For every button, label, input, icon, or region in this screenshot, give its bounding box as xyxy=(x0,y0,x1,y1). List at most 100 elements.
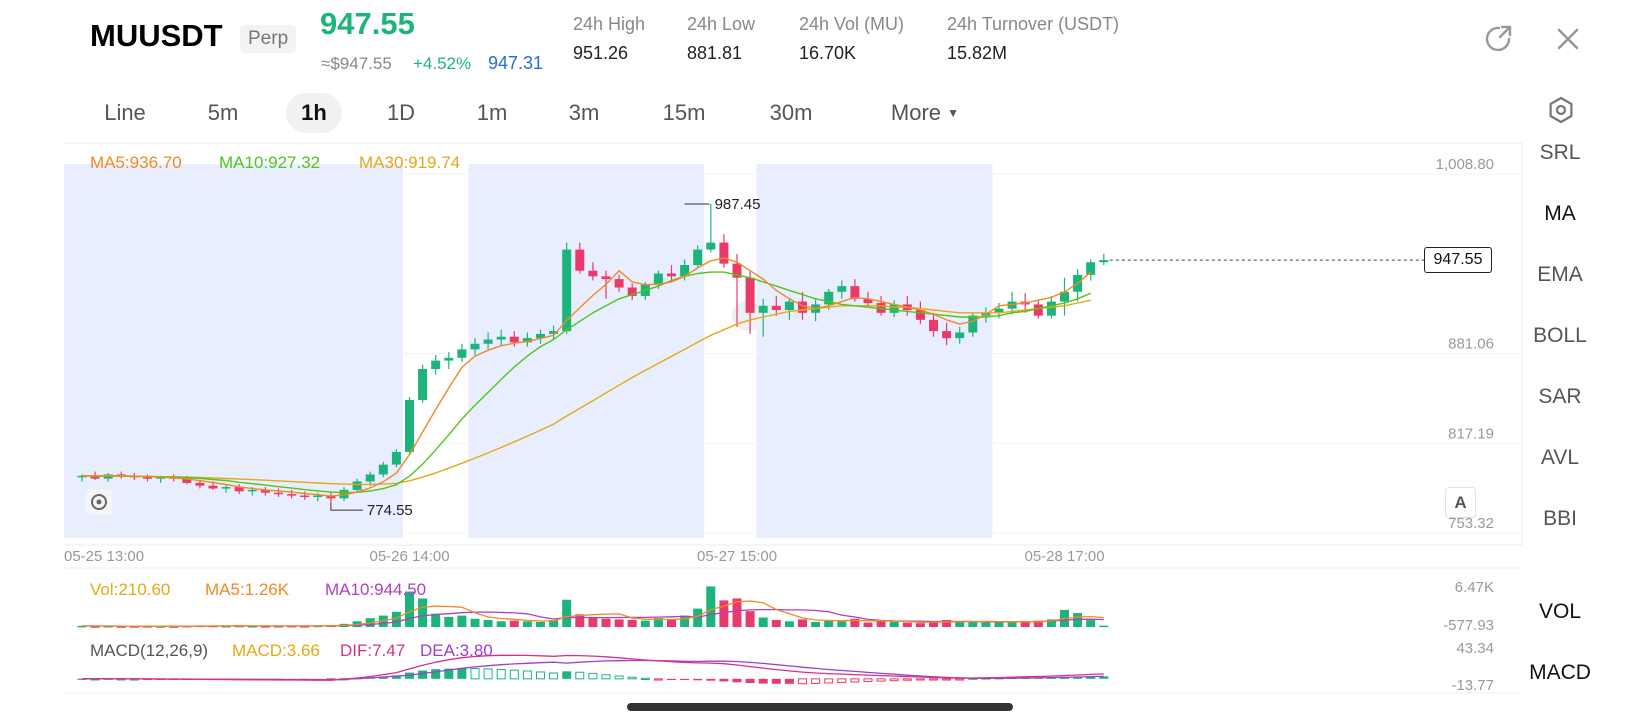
volume-bar xyxy=(143,626,152,628)
legend-vol-ma10: MA10:944.50 xyxy=(325,580,427,599)
candle-body xyxy=(798,301,807,313)
y-tick-label: 1,008.80 xyxy=(1436,156,1494,173)
candle-body xyxy=(208,485,218,489)
candle-body xyxy=(837,286,847,292)
legend-macd: MACD:3.66 xyxy=(232,641,320,660)
volume-bar xyxy=(444,616,454,627)
macd-bar xyxy=(614,675,624,680)
macd-bar xyxy=(811,678,821,684)
candle-body xyxy=(680,265,690,277)
volume-bar xyxy=(77,625,87,628)
tab-3m[interactable]: 3m xyxy=(568,100,600,125)
indicator-boll[interactable]: BOLL xyxy=(1533,324,1587,347)
macd-bar xyxy=(955,678,965,681)
last-price: 947.55 xyxy=(320,6,415,41)
candle-body xyxy=(509,336,519,343)
candle-body xyxy=(522,338,532,343)
volume-bar xyxy=(601,618,611,627)
tab-1m[interactable]: 1m xyxy=(476,100,508,125)
legend-macd-title: MACD(12,26,9) xyxy=(90,641,209,660)
indicator-avl[interactable]: AVL xyxy=(1540,446,1580,469)
candle-body xyxy=(850,286,860,299)
tab-15m[interactable]: 15m xyxy=(662,100,706,125)
macd-bar xyxy=(915,678,925,681)
volume-bar xyxy=(509,620,519,627)
macd-bar xyxy=(981,678,991,680)
candle-body xyxy=(824,291,834,305)
session-band xyxy=(756,164,993,538)
volume-bar xyxy=(968,621,978,627)
volume-bar xyxy=(391,611,401,627)
auto-scale-button[interactable]: A xyxy=(1445,487,1476,518)
legend-vol: Vol:210.60 xyxy=(90,580,171,599)
indicator-macd[interactable]: MACD xyxy=(1529,661,1591,684)
legend-dea: DEA:3.80 xyxy=(420,641,493,660)
candle-body xyxy=(221,487,231,489)
indicator-srl[interactable]: SRL xyxy=(1539,141,1581,164)
annotation-high-label: 987.45 xyxy=(715,196,761,213)
volume-bar xyxy=(1086,620,1096,627)
legend-vol-ma5: MA5:1.26K xyxy=(205,580,290,599)
indicator-bbi[interactable]: BBI xyxy=(1543,507,1577,530)
macd-bar xyxy=(1099,676,1109,679)
candle-body xyxy=(994,308,1004,313)
volume-bar xyxy=(732,598,742,627)
indicator-vol[interactable]: VOL xyxy=(1538,600,1582,623)
macd-bar xyxy=(640,677,650,681)
candle-body xyxy=(90,475,100,479)
tab-line[interactable]: Line xyxy=(104,100,146,125)
settings-hexagon-icon[interactable] xyxy=(1546,95,1576,125)
candle-body xyxy=(575,249,585,271)
volume-bar xyxy=(680,615,690,627)
candle-body xyxy=(365,474,375,482)
reset-view-icon[interactable] xyxy=(86,489,112,515)
candle-body xyxy=(536,333,545,339)
candle-body xyxy=(156,477,166,479)
volume-bar xyxy=(103,626,113,628)
share-arrow-icon[interactable] xyxy=(1482,22,1516,56)
tab-30m[interactable]: 30m xyxy=(769,100,813,125)
candle-body xyxy=(601,276,611,280)
close-icon[interactable] xyxy=(1551,22,1585,56)
volume-bar xyxy=(260,626,270,628)
volume-bar xyxy=(798,619,807,627)
indicator-ema[interactable]: EMA xyxy=(1537,263,1583,286)
candle-body xyxy=(771,305,781,311)
stat-low-label: 24h Low xyxy=(687,14,756,34)
indicator-sar[interactable]: SAR xyxy=(1538,385,1582,408)
macd-bar xyxy=(693,678,703,681)
macd-bar xyxy=(732,678,742,683)
tab-1d[interactable]: 1D xyxy=(386,100,416,125)
volume-bar xyxy=(90,626,100,628)
candle-body xyxy=(653,273,663,285)
volume-bar xyxy=(536,621,545,627)
macd-bar xyxy=(470,667,480,680)
macd-y-tick-label: -13.77 xyxy=(1451,677,1494,694)
more-dropdown[interactable]: More ▼ xyxy=(870,93,980,133)
candle-body xyxy=(732,263,742,278)
indicator-ma[interactable]: MA xyxy=(1544,202,1576,225)
symbol-name[interactable]: MUUSDT xyxy=(90,18,223,53)
tab-5m[interactable]: 5m xyxy=(207,100,239,125)
candle-body xyxy=(234,487,244,492)
volume-bar xyxy=(287,625,297,628)
volume-bar xyxy=(837,621,847,627)
volume-bar xyxy=(457,615,467,627)
tab-1h[interactable]: 1h xyxy=(286,93,342,133)
macd-bar xyxy=(431,669,441,679)
macd-bar xyxy=(549,672,559,680)
change-percent: +4.52% xyxy=(413,54,472,73)
ma5-line xyxy=(81,257,1092,497)
macd-bar xyxy=(575,671,585,680)
macd-bar xyxy=(942,678,952,681)
x-tick-label: 05-27 15:00 xyxy=(697,548,777,565)
candle-body xyxy=(1060,291,1069,302)
volume-bar xyxy=(915,623,925,627)
macd-bar xyxy=(588,672,598,680)
candle-body xyxy=(706,242,716,250)
macd-bar xyxy=(483,668,493,680)
y-tick-label: 753.32 xyxy=(1448,515,1494,532)
candle-body xyxy=(1033,304,1043,316)
dea-line xyxy=(82,659,1104,681)
